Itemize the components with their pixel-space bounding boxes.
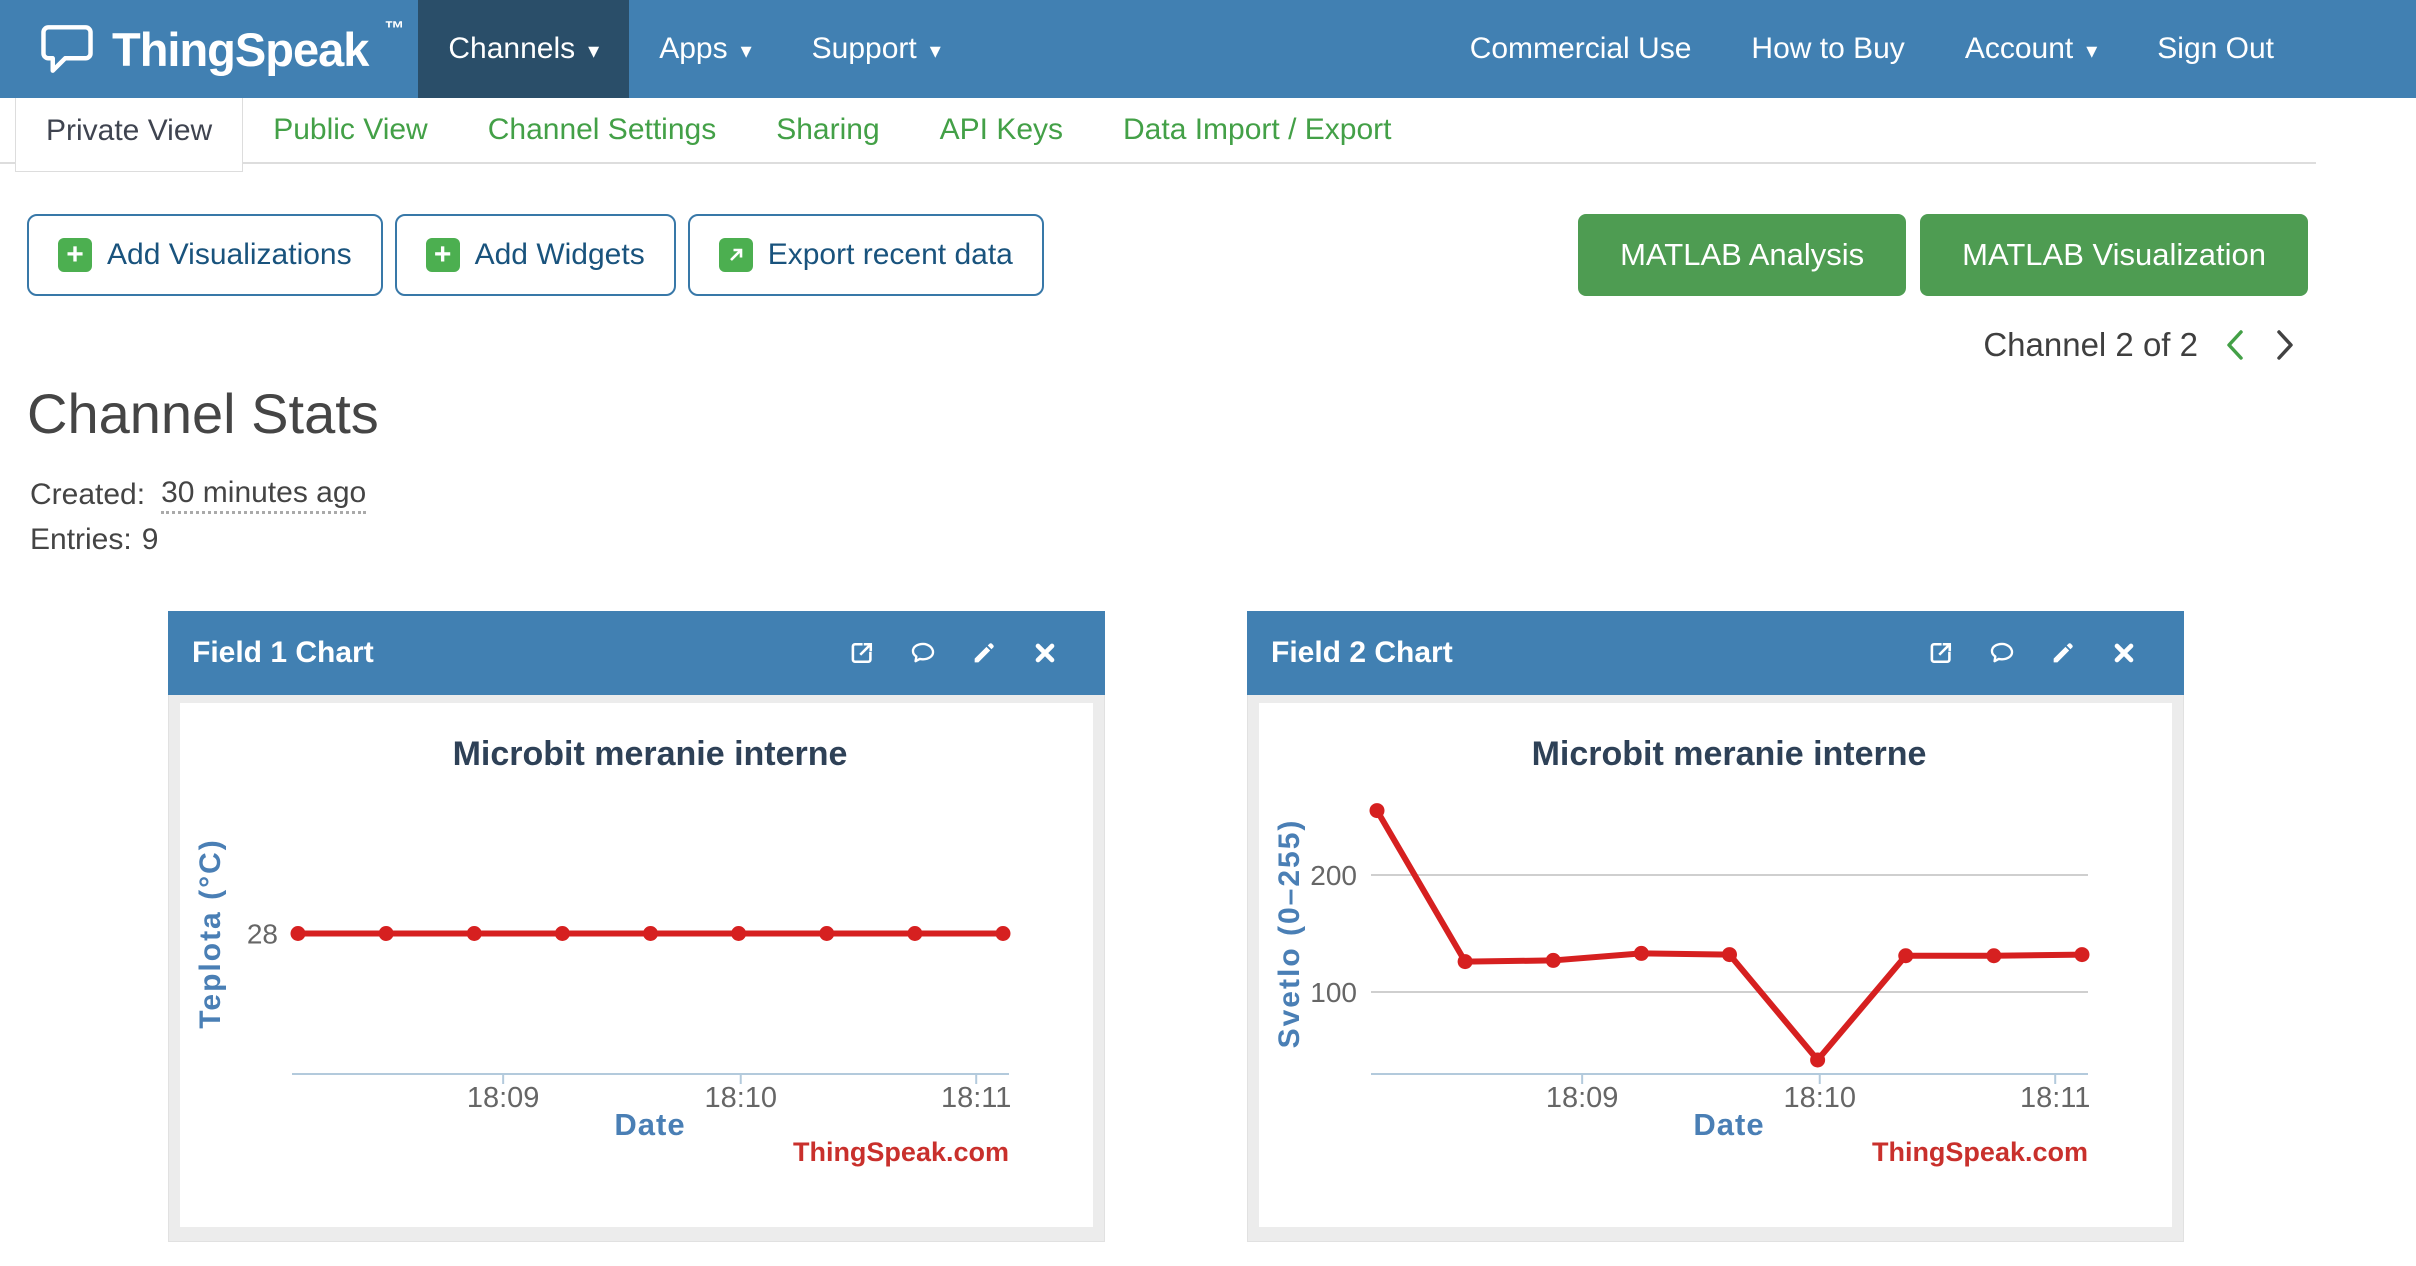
caret-down-icon: ▾ <box>740 38 752 63</box>
chevron-left-icon <box>2227 330 2243 360</box>
svg-text:18:11: 18:11 <box>941 1082 1011 1114</box>
svg-text:18:09: 18:09 <box>1546 1082 1619 1114</box>
brand-name: ThingSpeak <box>112 22 369 76</box>
panel-title: Field 1 Chart <box>192 636 374 669</box>
created-value: 30 minutes ago <box>161 476 367 514</box>
tab-private-view[interactable]: Private View <box>15 98 244 172</box>
close-icon <box>2114 643 2134 663</box>
nav-how-to-buy[interactable]: How to Buy <box>1751 32 1905 65</box>
nav-channels[interactable]: Channels ▾ <box>418 0 630 98</box>
svg-text:18:10: 18:10 <box>1783 1082 1856 1114</box>
comment-icon <box>1990 642 2014 663</box>
channel-meta: Created: 30 minutes ago Entries: 9 <box>30 472 2416 562</box>
pencil-icon <box>974 643 994 663</box>
navbar-left: Channels ▾ Apps ▾ Support ▾ <box>418 0 970 98</box>
next-channel-button[interactable] <box>2272 327 2298 363</box>
channel-pager: Channel 2 of 2 <box>0 326 2298 364</box>
top-navbar: ThingSpeak ™ Channels ▾ Apps ▾ Support ▾… <box>0 0 2416 98</box>
created-row: Created: 30 minutes ago <box>30 472 2416 517</box>
matlab-visualization-button[interactable]: MATLAB Visualization <box>1920 214 2308 296</box>
nav-apps[interactable]: Apps ▾ <box>659 32 752 65</box>
tab-sharing[interactable]: Sharing <box>776 113 880 146</box>
close-chart-button[interactable] <box>1031 639 1059 667</box>
nav-commercial-use[interactable]: Commercial Use <box>1469 32 1692 65</box>
panel-title: Field 2 Chart <box>1271 636 1453 669</box>
external-link-icon <box>851 642 873 664</box>
svg-text:18:10: 18:10 <box>704 1082 777 1114</box>
close-icon <box>1035 643 1055 663</box>
svg-text:Date: Date <box>1693 1107 1764 1142</box>
comment-chart-button[interactable] <box>1988 639 2016 667</box>
channel-pager-label: Channel 2 of 2 <box>1983 326 2198 363</box>
entries-row: Entries: 9 <box>30 517 2416 562</box>
chevron-right-icon <box>2277 330 2293 360</box>
close-chart-button[interactable] <box>2110 639 2138 667</box>
field2-chart: 200 100 18:09 18:10 18:11 Microbit meranie in… <box>1259 703 2172 1227</box>
entries-label: Entries: <box>30 522 132 556</box>
edit-chart-button[interactable] <box>970 639 998 667</box>
matlab-analysis-button[interactable]: MATLAB Analysis <box>1578 214 1907 296</box>
page-title: Channel Stats <box>27 382 379 445</box>
expand-chart-button[interactable] <box>848 639 876 667</box>
tab-data-import-export[interactable]: Data Import / Export <box>1123 113 1392 146</box>
tab-bar: Private View Public View Channel Setting… <box>0 98 2316 172</box>
export-arrow-icon <box>718 238 753 272</box>
edit-chart-button[interactable] <box>2049 639 2077 667</box>
comment-icon <box>911 642 935 663</box>
svg-text:100: 100 <box>1310 977 1357 1008</box>
matlab-buttons: MATLAB Analysis MATLAB Visualization <box>1564 214 2308 296</box>
caret-down-icon: ▾ <box>588 38 600 63</box>
svg-text:Teplota (°C): Teplota (°C) <box>194 838 227 1028</box>
previous-channel-button[interactable] <box>2222 327 2248 363</box>
svg-text:200: 200 <box>1310 860 1357 891</box>
svg-text:18:11: 18:11 <box>2020 1082 2090 1114</box>
tab-channel-settings[interactable]: Channel Settings <box>487 113 717 146</box>
navbar-right: Commercial Use How to Buy Account ▾ Sign… <box>1440 0 2304 98</box>
external-link-icon <box>1930 642 1952 664</box>
created-label: Created: <box>30 477 146 511</box>
caret-down-icon: ▾ <box>929 38 941 63</box>
svg-text:28: 28 <box>247 919 278 950</box>
tab-api-keys[interactable]: API Keys <box>939 113 1064 146</box>
nav-support[interactable]: Support ▾ <box>811 32 941 65</box>
svg-text:ThingSpeak.com: ThingSpeak.com <box>793 1137 1009 1167</box>
field1-chart: 28 18:09 18:10 18:11 Microbit meranie intern… <box>180 703 1093 1227</box>
action-toolbar: + Add Visualizations + Add Widgets Expor… <box>27 214 2308 296</box>
field1-chart-panel: Field 1 Chart <box>168 611 1105 1242</box>
add-widgets-button[interactable]: + Add Widgets <box>394 214 676 296</box>
comment-chart-button[interactable] <box>909 639 937 667</box>
trademark-symbol: ™ <box>384 18 405 40</box>
tab-public-view[interactable]: Public View <box>273 113 428 146</box>
field1-panel-header: Field 1 Chart <box>168 611 1105 695</box>
speech-bubble-logo-icon <box>41 25 93 73</box>
svg-text:Microbit meranie interne: Microbit meranie interne <box>453 735 848 773</box>
thingspeak-logo[interactable]: ThingSpeak ™ <box>38 0 404 98</box>
svg-text:Microbit meranie interne: Microbit meranie interne <box>1532 735 1927 773</box>
svg-text:Svetlo (0–255): Svetlo (0–255) <box>1273 819 1306 1049</box>
plus-icon: + <box>425 238 460 272</box>
plus-icon: + <box>58 238 92 272</box>
add-visualizations-button[interactable]: + Add Visualizations <box>27 214 383 296</box>
caret-down-icon: ▾ <box>2086 38 2098 63</box>
chart-panels: Field 1 Chart <box>168 611 2416 1242</box>
svg-text:18:09: 18:09 <box>467 1082 540 1114</box>
expand-chart-button[interactable] <box>1927 639 1955 667</box>
svg-text:Date: Date <box>614 1107 685 1142</box>
field2-panel-header: Field 2 Chart <box>1247 611 2184 695</box>
entries-value: 9 <box>141 522 159 556</box>
nav-account[interactable]: Account ▾ <box>1964 32 2098 65</box>
nav-sign-out[interactable]: Sign Out <box>2157 32 2274 65</box>
export-recent-data-button[interactable]: Export recent data <box>687 214 1044 296</box>
svg-text:ThingSpeak.com: ThingSpeak.com <box>1872 1137 2088 1167</box>
pencil-icon <box>2053 643 2073 663</box>
field2-chart-panel: Field 2 Chart <box>1247 611 2184 1242</box>
